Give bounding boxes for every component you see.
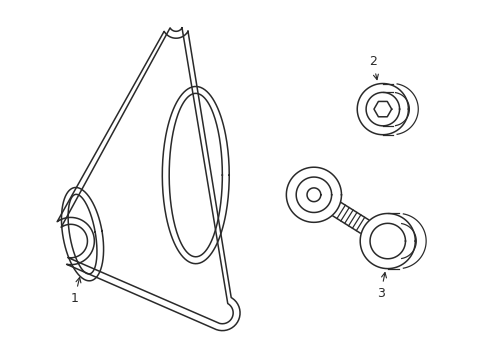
Text: 3: 3	[376, 273, 386, 300]
Text: 2: 2	[368, 55, 378, 80]
Text: 1: 1	[71, 278, 81, 305]
